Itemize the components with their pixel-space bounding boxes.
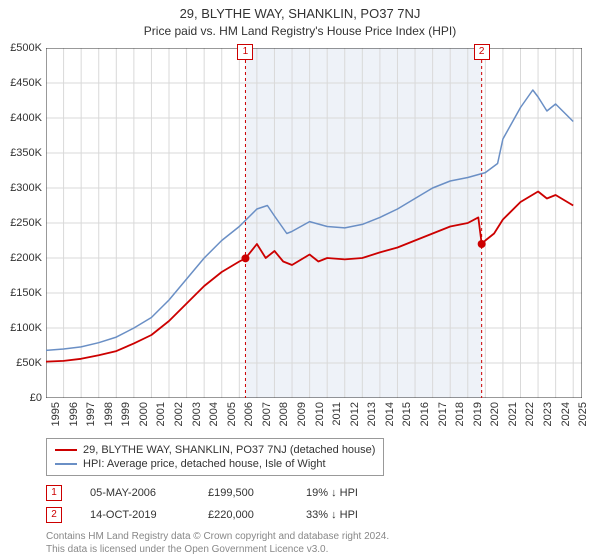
xtick-label: 2008 [278, 402, 290, 426]
xtick-label: 2004 [208, 402, 220, 426]
sales-marker-1: 1 [46, 485, 62, 501]
xtick-label: 2011 [331, 402, 343, 426]
xtick-label: 2006 [243, 402, 255, 426]
sales-row-1: 1 05-MAY-2006 £199,500 19% ↓ HPI [46, 482, 582, 504]
ytick-label: £50K [16, 357, 42, 369]
sales-table: 1 05-MAY-2006 £199,500 19% ↓ HPI 2 14-OC… [46, 482, 582, 526]
ytick-label: £100K [10, 322, 42, 334]
chart-title: 29, BLYTHE WAY, SHANKLIN, PO37 7NJ [0, 0, 600, 21]
xtick-label: 2013 [366, 402, 378, 426]
chart-container: 29, BLYTHE WAY, SHANKLIN, PO37 7NJ Price… [0, 0, 600, 560]
footer-line-1: Contains HM Land Registry data © Crown c… [46, 530, 582, 543]
xtick-label: 1997 [85, 402, 97, 426]
sales-delta-1: 19% ↓ HPI [306, 487, 386, 499]
xtick-label: 2020 [489, 402, 501, 426]
xtick-label: 2012 [349, 402, 361, 426]
sale-marker-2: 2 [474, 44, 490, 60]
ytick-label: £0 [30, 392, 42, 404]
chart-area: £0£50K£100K£150K£200K£250K£300K£350K£400… [46, 48, 582, 398]
ytick-label: £150K [10, 287, 42, 299]
xtick-label: 1998 [103, 402, 115, 426]
sales-date-2: 14-OCT-2019 [90, 509, 180, 521]
legend-series-box: 29, BLYTHE WAY, SHANKLIN, PO37 7NJ (deta… [46, 438, 384, 476]
xtick-label: 2001 [155, 402, 167, 426]
legend-label-hpi: HPI: Average price, detached house, Isle… [83, 458, 326, 470]
chart-subtitle: Price paid vs. HM Land Registry's House … [0, 21, 600, 44]
ytick-label: £450K [10, 77, 42, 89]
xtick-label: 2000 [138, 402, 150, 426]
xtick-label: 2018 [454, 402, 466, 426]
legend-and-footer: 29, BLYTHE WAY, SHANKLIN, PO37 7NJ (deta… [46, 438, 582, 556]
ytick-label: £300K [10, 182, 42, 194]
sales-date-1: 05-MAY-2006 [90, 487, 180, 499]
legend-swatch-hpi [55, 463, 77, 465]
sales-row-2: 2 14-OCT-2019 £220,000 33% ↓ HPI [46, 504, 582, 526]
xtick-label: 2005 [226, 402, 238, 426]
ytick-label: £250K [10, 217, 42, 229]
xtick-label: 2014 [384, 402, 396, 426]
xtick-label: 2017 [437, 402, 449, 426]
legend-swatch-property [55, 449, 77, 451]
xtick-label: 2010 [314, 402, 326, 426]
legend-label-property: 29, BLYTHE WAY, SHANKLIN, PO37 7NJ (deta… [83, 444, 375, 456]
xtick-label: 2021 [507, 402, 519, 426]
xtick-label: 1996 [68, 402, 80, 426]
xtick-label: 2007 [261, 402, 273, 426]
xtick-label: 2023 [542, 402, 554, 426]
xtick-label: 2022 [524, 402, 536, 426]
xtick-label: 2025 [577, 402, 589, 426]
sales-price-2: £220,000 [208, 509, 278, 521]
sales-price-1: £199,500 [208, 487, 278, 499]
chart-svg [46, 48, 582, 398]
legend-row-property: 29, BLYTHE WAY, SHANKLIN, PO37 7NJ (deta… [55, 443, 375, 457]
footer-line-2: This data is licensed under the Open Gov… [46, 543, 582, 556]
ytick-label: £350K [10, 147, 42, 159]
ytick-label: £200K [10, 252, 42, 264]
xtick-label: 2016 [419, 402, 431, 426]
ytick-label: £400K [10, 112, 42, 124]
xtick-label: 2015 [401, 402, 413, 426]
xtick-label: 2002 [173, 402, 185, 426]
sale-marker-1: 1 [237, 44, 253, 60]
sales-delta-2: 33% ↓ HPI [306, 509, 386, 521]
footer-text: Contains HM Land Registry data © Crown c… [46, 530, 582, 556]
xtick-label: 2003 [191, 402, 203, 426]
xtick-label: 2024 [560, 402, 572, 426]
sales-marker-2: 2 [46, 507, 62, 523]
xtick-label: 2009 [296, 402, 308, 426]
xtick-label: 1999 [120, 402, 132, 426]
legend-row-hpi: HPI: Average price, detached house, Isle… [55, 457, 375, 471]
ytick-label: £500K [10, 42, 42, 54]
xtick-label: 1995 [50, 402, 62, 426]
xtick-label: 2019 [472, 402, 484, 426]
